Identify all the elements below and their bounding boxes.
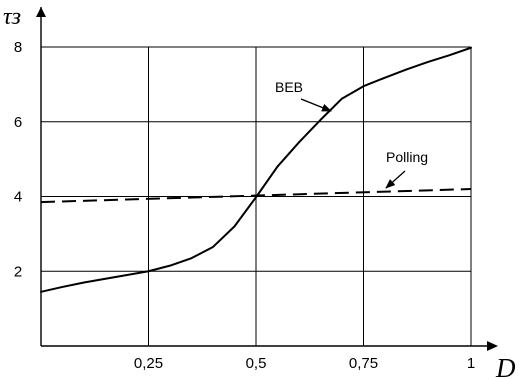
tick-labels: 0,25 0,5 0,75 1 2 4 6 8: [14, 39, 475, 372]
x-tick-label: 0,5: [246, 355, 267, 372]
annotations: BEB Polling: [275, 79, 428, 189]
y-tick-label: 2: [14, 263, 22, 280]
beb-annotation-arrow: [300, 98, 332, 112]
series-group: [40, 46, 472, 293]
beb-series-line: [40, 46, 472, 293]
y-axis-arrowhead: [36, 7, 46, 17]
y-tick-label: 6: [14, 114, 22, 131]
polling-annotation-label: Polling: [386, 149, 428, 165]
axes: [36, 7, 498, 351]
polling-annotation-arrow: [385, 170, 406, 189]
x-tick-label: 0,75: [349, 355, 378, 372]
x-tick-label: 1: [467, 355, 475, 372]
y-axis-title: τз: [3, 4, 21, 30]
y-tick-label: 4: [14, 189, 22, 206]
beb-annotation-label: BEB: [275, 79, 303, 95]
x-tick-label: 0,25: [134, 355, 163, 372]
polling-series-line: [40, 188, 472, 204]
x-axis-title: D: [495, 353, 516, 379]
y-tick-label: 8: [14, 39, 22, 56]
x-axis-arrowhead: [487, 341, 498, 351]
